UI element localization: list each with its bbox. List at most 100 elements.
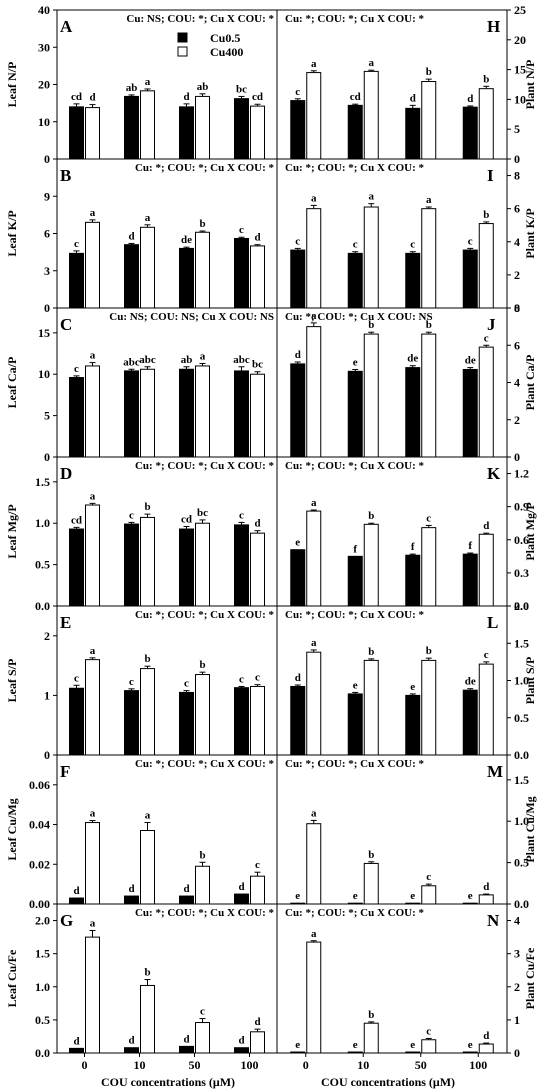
bar-f-cu400-1 (140, 829, 155, 905)
bar-f-cu05-2 (179, 895, 194, 905)
y-tick-label-h: 0 (514, 152, 520, 166)
y-tick-label-i: 2 (514, 268, 520, 282)
significance-letter-f: b (199, 849, 205, 861)
bar-g-cu05-2 (179, 1045, 194, 1054)
significance-letter-a: bc (236, 83, 247, 95)
y-axis-label-l: Plant S/P (523, 657, 537, 705)
panel-f: 0.00 0.02 0.04 0.06 Leaf Cu/Mg F Cu: *; COU: *… (5, 754, 278, 911)
bar-c-cu400-1 (140, 368, 155, 458)
bar-l-cu05-0 (290, 685, 306, 756)
bar-c-cu05-3 (234, 370, 249, 458)
significance-letter-b: a (145, 212, 151, 224)
y-tick-label-b: 9 (44, 189, 50, 203)
significance-letter-k: a (311, 497, 317, 509)
bar-d-cu400-2 (195, 522, 210, 607)
y-tick-label-n: 4 (514, 914, 520, 928)
y-tick-label-j: 8 (514, 301, 520, 315)
y-tick-label-l: 1.5 (514, 636, 529, 650)
bar-k-cu400-0 (306, 510, 322, 607)
bar-b-cu05-2 (179, 247, 194, 309)
significance-letter-h: a (311, 58, 317, 70)
bar-n-cu400-3 (478, 1043, 494, 1054)
y-tick-label-d: 0.0 (35, 599, 50, 613)
y-tick-label-c: 5 (44, 409, 50, 423)
x-tick-label-g: 100 (241, 1058, 259, 1072)
y-tick-label-c: 10 (38, 367, 50, 381)
bar-m-cu400-3 (478, 894, 494, 905)
bar-h-cu05-1 (347, 104, 363, 160)
bar-e-cu400-1 (140, 668, 155, 756)
y-tick-label-l: 0.5 (514, 711, 529, 725)
y-tick-label-h: 5 (514, 122, 520, 136)
stats-text-d: Cu: *; COU: *; Cu X COU: * (135, 460, 275, 472)
panel-letter-c: C (60, 315, 72, 334)
panel-m: 0.0 0.5 1.0 1.5 Plant Cu/Mg M Cu: *; COU: *; C… (276, 754, 537, 911)
significance-letter-j: b (426, 319, 432, 331)
bar-j-cu400-2 (421, 333, 437, 458)
significance-letter-l: b (426, 645, 432, 657)
y-tick-label-a: 20 (38, 78, 50, 92)
y-axis-label-m: Plant Cu/Mg (523, 796, 537, 862)
significance-letter-f: d (128, 883, 134, 895)
significance-letter-h: b (483, 73, 489, 85)
bar-e-cu400-0 (85, 659, 100, 756)
legend: Cu0.5 Cu400 (177, 31, 243, 59)
y-tick-label-m: 1.5 (514, 773, 529, 787)
significance-letter-n: a (311, 928, 317, 940)
bar-c-cu05-1 (124, 370, 139, 458)
y-tick-label-m: 0.0 (514, 897, 529, 911)
significance-letter-b: d (254, 232, 260, 244)
bar-i-cu05-0 (290, 249, 306, 309)
significance-letter-e: c (129, 676, 134, 688)
y-tick-label-g: 0.5 (35, 1013, 50, 1027)
bar-k-cu05-3 (462, 553, 478, 607)
significance-letter-c: c (74, 363, 79, 375)
bar-d-cu05-1 (124, 523, 139, 607)
significance-letter-m: e (410, 890, 415, 902)
bar-i-cu400-1 (363, 206, 379, 309)
bar-k-cu400-2 (421, 527, 437, 607)
y-tick-label-a: 10 (38, 115, 50, 129)
significance-letter-d: a (90, 490, 96, 502)
bar-h-cu400-3 (478, 88, 494, 160)
bar-l-cu400-0 (306, 651, 322, 756)
panel-letter-h: H (487, 17, 500, 36)
bar-n-cu400-2 (421, 1039, 437, 1054)
x-tick-label-g: 0 (82, 1058, 88, 1072)
significance-letter-h: b (426, 66, 432, 78)
y-tick-label-e: 1 (44, 688, 50, 702)
significance-letter-c: abc (139, 354, 156, 366)
bar-e-cu05-3 (234, 687, 249, 756)
x-tick-label-n: 50 (415, 1058, 427, 1072)
x-tick-label-n: 10 (357, 1058, 369, 1072)
significance-letter-d: b (144, 501, 150, 513)
bar-m-cu400-1 (363, 862, 379, 905)
bar-f-cu400-0 (85, 822, 100, 905)
bar-c-cu400-2 (195, 365, 210, 458)
y-tick-label-h: 20 (514, 33, 526, 47)
significance-letter-l: de (465, 676, 476, 688)
significance-letter-n: e (468, 1039, 473, 1051)
y-tick-label-h: 25 (514, 3, 526, 17)
bar-e-cu05-2 (179, 691, 194, 756)
bar-j-cu05-1 (347, 370, 363, 458)
significance-letter-k: b (368, 510, 374, 522)
y-tick-label-n: 3 (514, 947, 520, 961)
bar-b-cu400-2 (195, 231, 210, 309)
y-tick-label-i: 4 (514, 235, 520, 249)
significance-letter-n: c (426, 1025, 431, 1037)
bar-c-cu400-3 (250, 373, 265, 458)
bar-g-cu400-0 (85, 936, 100, 1054)
significance-letter-g: d (238, 1035, 244, 1047)
significance-letter-d: c (129, 509, 134, 521)
significance-letter-f: a (145, 810, 151, 822)
significance-letter-n: b (368, 1009, 374, 1021)
panel-letter-f: F (60, 762, 70, 781)
stats-text-b: Cu: *; COU: *; Cu X COU: * (135, 162, 275, 174)
significance-letter-n: e (295, 1039, 300, 1051)
x-tick-label-n: 100 (469, 1058, 487, 1072)
bar-i-cu400-3 (478, 223, 494, 309)
legend-label-cu400: Cu400 (210, 45, 243, 59)
legend-label-cu05: Cu0.5 (210, 31, 240, 45)
significance-letter-m: e (353, 890, 358, 902)
